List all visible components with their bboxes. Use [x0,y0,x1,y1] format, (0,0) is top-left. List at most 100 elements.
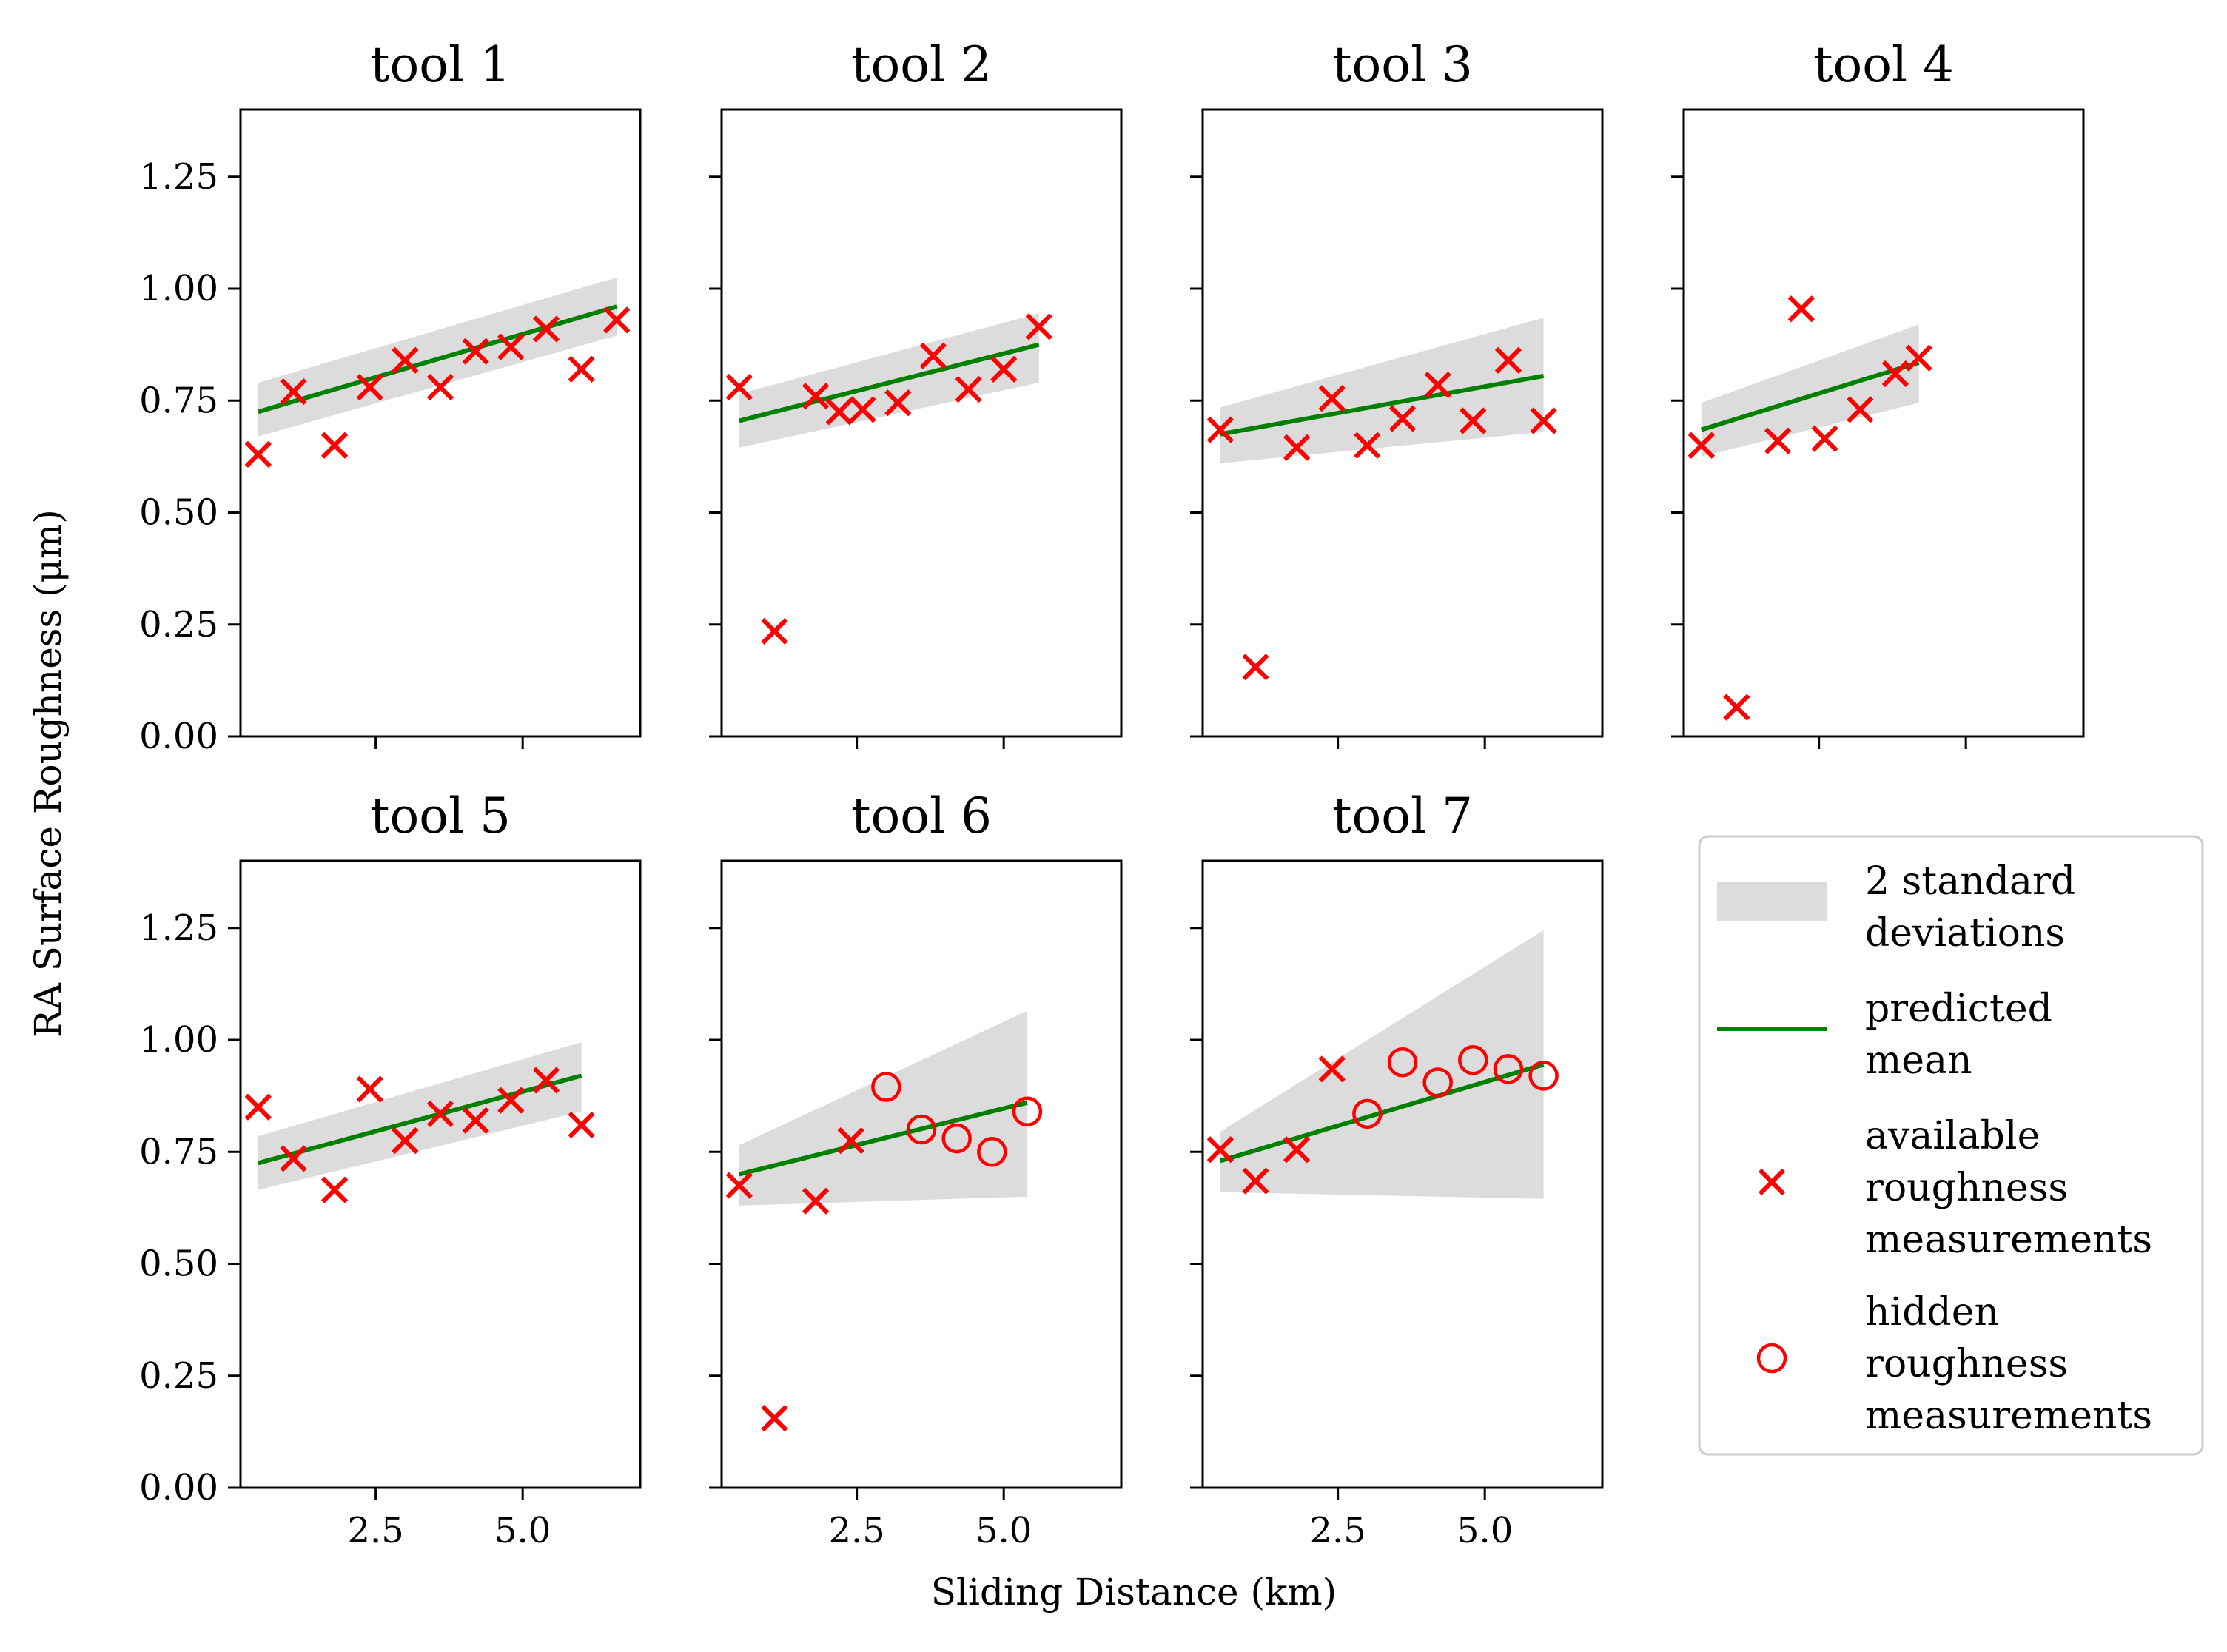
available-point [1424,371,1451,399]
panel-title: tool 2 [851,36,992,93]
cross-stroke [1318,1055,1346,1083]
std-band [1701,324,1919,457]
panel-title: tool 1 [370,36,511,93]
available-point [761,1405,788,1432]
legend-label-line: roughness [1865,1166,2068,1210]
available-point [320,1176,349,1203]
available-point [356,1075,383,1103]
available-point [1460,407,1487,434]
panel-1: tool 1 0.00 0.25 0.50 0.75 1.00 1.25 [139,36,642,757]
available-point [1881,360,1909,388]
available-point [990,355,1018,383]
hidden-point [1352,1098,1383,1129]
available-point [244,1093,272,1121]
available-point [1811,425,1838,452]
available-point [725,1172,753,1199]
mean-line [1700,360,1920,432]
cross-stroke [1424,371,1451,399]
cross-stroke [1687,432,1715,459]
available-point [825,398,853,426]
legend-label-line: measurements [1865,1394,2152,1438]
available-point [1025,313,1052,340]
available-point [1847,396,1874,423]
x-tick-label: 2.5 [828,1510,884,1551]
available-point [462,1107,489,1135]
y-tick-label: 0.50 [139,492,218,534]
cross-stroke [761,1405,788,1432]
available-point [1206,1136,1234,1164]
hidden-point [1458,1044,1488,1075]
panel-2: tool 2 [709,36,1123,749]
y-tick-label: 0.75 [139,1131,218,1172]
cross-stroke [1764,427,1792,454]
panel-5: tool 5 0.00 0.25 0.50 0.75 1.00 1.25 2.5 5.0 [139,788,642,1551]
cross-stroke [1811,425,1838,452]
cross-stroke [725,1172,753,1199]
available-point [802,1187,830,1215]
panel-title: tool 7 [1332,788,1473,845]
cross-stroke [568,1111,595,1139]
cross-stroke [320,432,349,459]
panel-3: tool 3 [1190,36,1604,749]
hidden-point [941,1123,972,1154]
available-point [761,617,788,645]
std-band [1220,318,1544,463]
cross-stroke [356,1075,383,1103]
cross-stroke [426,373,454,401]
available-point [884,389,912,417]
cross-stroke [356,373,383,401]
available-point [426,1100,454,1127]
legend-entry-line: predicted mean [1717,987,2052,1083]
legend-swatch-cross [1758,1168,1786,1196]
cross-stroke [1847,396,1874,423]
cross-stroke [884,389,912,417]
available-point [1787,295,1815,323]
available-point [244,440,272,468]
legend-swatch-band [1717,882,1827,921]
cross-stroke [244,1093,272,1121]
available-point [392,346,419,374]
available-point [356,373,383,401]
axes-frame [1201,108,1604,738]
available-point [837,1127,864,1155]
available-point [802,383,830,410]
cross-stroke [462,1107,489,1135]
cross-stroke [462,338,489,365]
available-point [1318,385,1346,412]
cross-stroke [1905,344,1932,372]
panel-7: tool 7 2.5 5.0 [1190,788,1604,1551]
cross-stroke [280,378,307,406]
hidden-point [977,1137,1007,1167]
cross-stroke [1206,1136,1234,1164]
cross-stroke [990,355,1018,383]
y-tick-label: 1.25 [139,907,218,949]
axes-frame [720,108,1123,738]
cross-stroke [802,1187,830,1215]
cross-stroke [1723,694,1750,721]
available-point [1206,416,1234,443]
cross-stroke [825,398,853,426]
available-point [725,373,753,401]
y-tick-label: 0.25 [139,604,218,645]
axes-frame [239,859,642,1489]
legend-label-line: measurements [1865,1218,2152,1262]
x-tick-label: 2.5 [1309,1510,1366,1551]
available-point [1242,1167,1269,1195]
cross-stroke [568,355,595,383]
cross-stroke [1283,1136,1311,1164]
available-point [849,396,876,423]
available-point [1388,405,1417,432]
y-tick-label: 0.75 [139,380,218,421]
x-tick-label: 2.5 [347,1510,403,1551]
hidden-point [871,1072,901,1102]
std-band [1220,930,1544,1199]
legend-label-line: 2 standard [1865,859,2075,904]
x-tick-label: 5.0 [1457,1510,1513,1551]
available-point [1530,407,1557,434]
available-point [603,306,631,334]
cross-stroke [1881,360,1909,388]
available-point [955,376,982,403]
available-point [426,373,454,401]
y-tick-label: 0.25 [139,1355,218,1397]
cross-stroke [392,1127,419,1155]
